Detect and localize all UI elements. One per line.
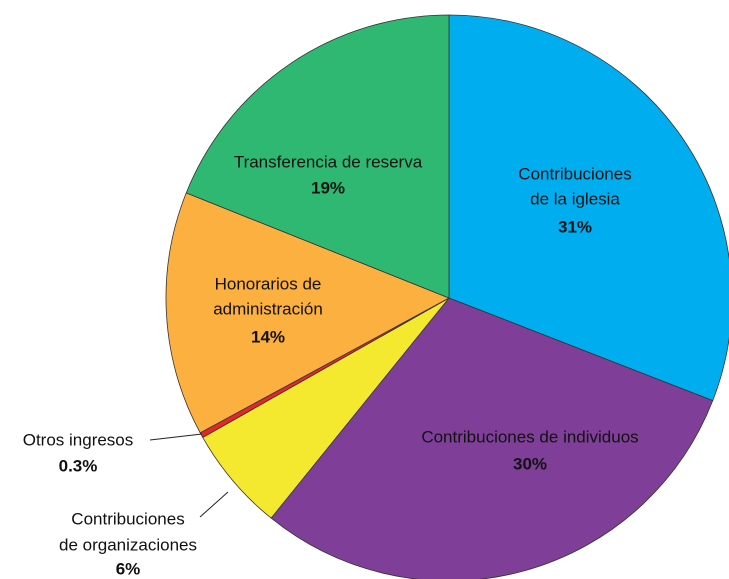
pie-slice (185, 14, 450, 299)
value-label: 0.3% (59, 456, 98, 475)
value-label: 31% (558, 217, 592, 236)
slice-label: Contribuciones (71, 509, 184, 528)
slice-label: Contribuciones de individuos (421, 427, 638, 446)
slice-label: Transferencia de reserva (234, 152, 423, 171)
leader-line (199, 491, 229, 518)
value-label: 14% (251, 327, 285, 346)
value-label: 6% (116, 559, 141, 578)
value-label: 30% (513, 454, 547, 473)
value-label: 19% (311, 178, 345, 197)
pie-slice (448, 14, 729, 402)
slice-label: administración (213, 299, 323, 318)
leader-line (149, 433, 203, 441)
slice-label: Contribuciones (518, 164, 631, 183)
pie-slice (270, 297, 714, 579)
slice-label: de la iglesia (530, 189, 620, 208)
pie-slice (165, 192, 450, 434)
slice-label: de organizaciones (59, 535, 197, 554)
slice-label: Honorarios de (215, 274, 322, 293)
slice-label: Otros ingresos (23, 430, 134, 449)
